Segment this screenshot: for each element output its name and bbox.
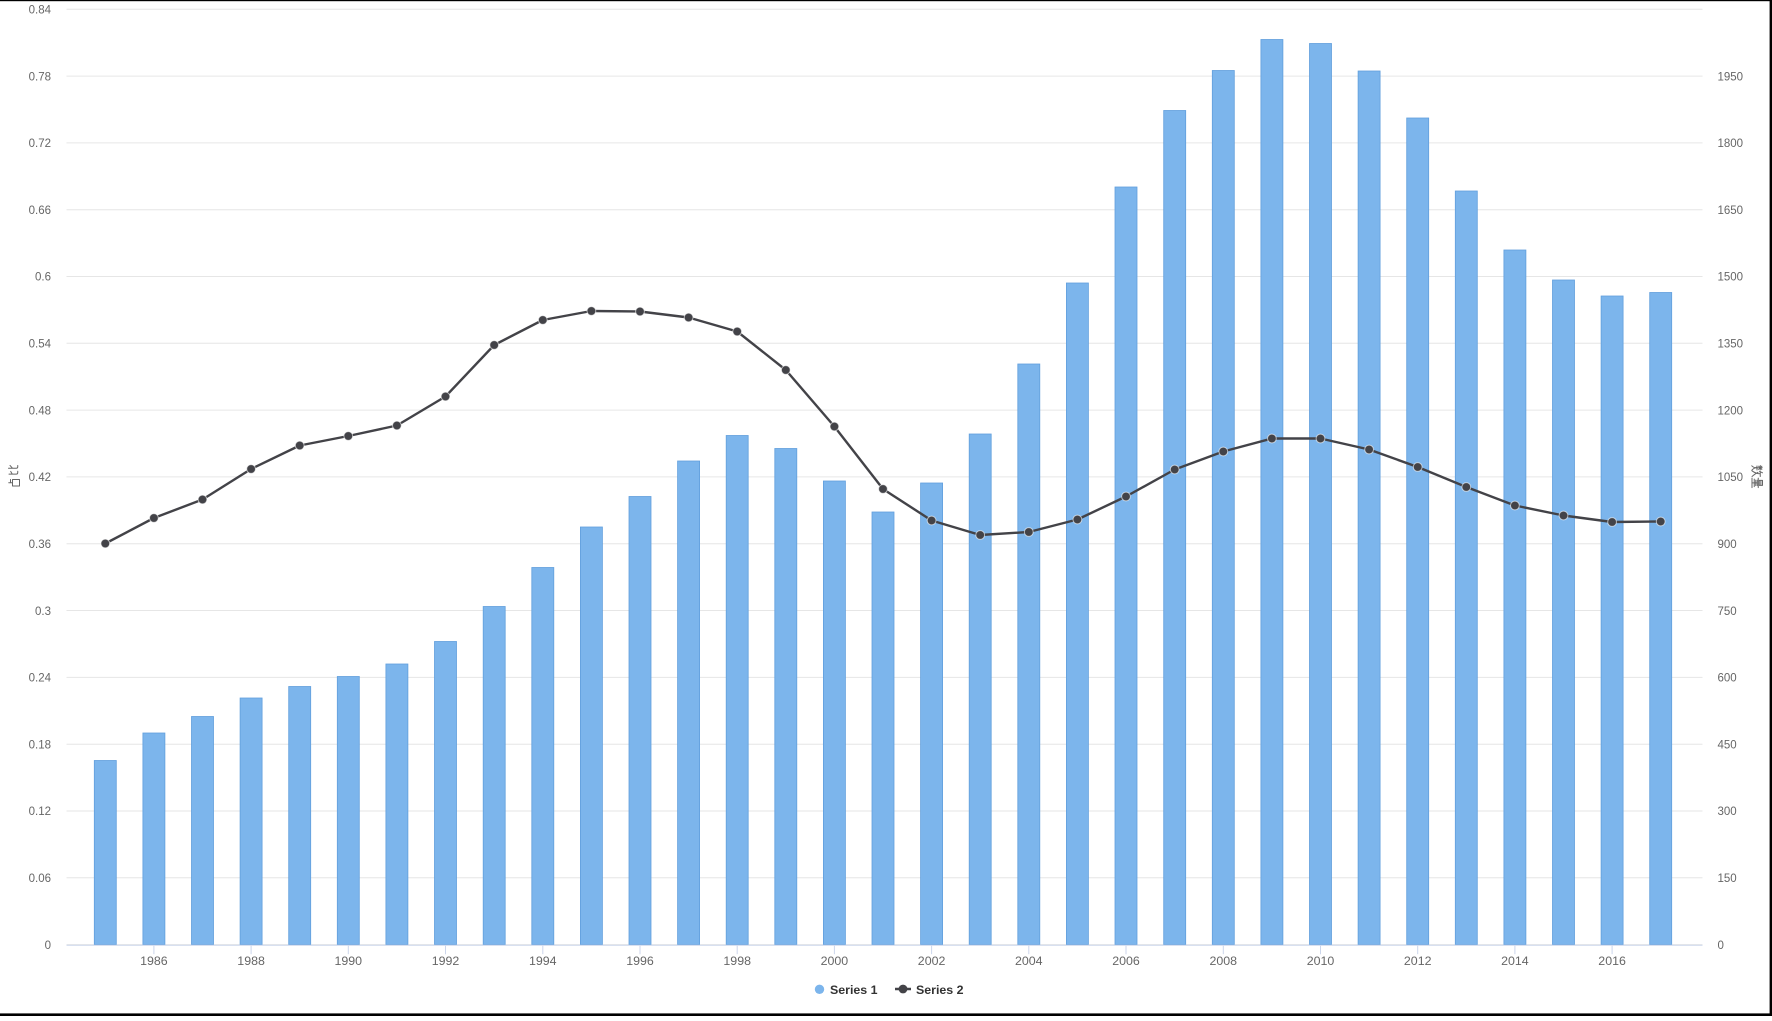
svg-text:0.18: 0.18 (29, 739, 51, 751)
svg-text:1050: 1050 (1718, 472, 1744, 484)
svg-text:2014: 2014 (1501, 954, 1529, 968)
svg-text:2002: 2002 (918, 954, 946, 968)
svg-text:0.78: 0.78 (29, 71, 51, 83)
svg-text:0.3: 0.3 (35, 606, 51, 618)
svg-text:0.66: 0.66 (29, 205, 51, 217)
svg-text:2008: 2008 (1210, 954, 1238, 968)
svg-text:150: 150 (1718, 873, 1737, 885)
svg-text:0.54: 0.54 (29, 339, 52, 351)
svg-text:1650: 1650 (1718, 205, 1744, 217)
svg-text:1992: 1992 (432, 954, 460, 968)
svg-text:0.36: 0.36 (29, 539, 51, 551)
svg-text:2000: 2000 (821, 954, 849, 968)
svg-text:1200: 1200 (1718, 405, 1744, 417)
svg-text:900: 900 (1718, 539, 1737, 551)
svg-text:1800: 1800 (1718, 138, 1744, 150)
svg-text:1994: 1994 (529, 954, 557, 968)
svg-text:Series 1: Series 1 (830, 983, 878, 997)
svg-text:0.48: 0.48 (29, 405, 51, 417)
svg-text:0.72: 0.72 (29, 138, 51, 150)
svg-text:0.42: 0.42 (29, 472, 51, 484)
svg-text:1990: 1990 (335, 954, 363, 968)
svg-text:300: 300 (1718, 806, 1737, 818)
svg-text:0.6: 0.6 (35, 272, 51, 284)
svg-text:0: 0 (1718, 940, 1724, 952)
svg-text:750: 750 (1718, 606, 1737, 618)
svg-text:450: 450 (1718, 739, 1737, 751)
svg-text:2006: 2006 (1112, 954, 1140, 968)
svg-text:Series 2: Series 2 (916, 983, 964, 997)
svg-text:0.24: 0.24 (29, 673, 52, 685)
svg-text:0.84: 0.84 (29, 5, 52, 17)
svg-text:2016: 2016 (1598, 954, 1626, 968)
svg-text:0.12: 0.12 (29, 806, 51, 818)
svg-text:1950: 1950 (1718, 71, 1744, 83)
svg-text:0: 0 (45, 940, 51, 952)
svg-text:2004: 2004 (1015, 954, 1043, 968)
svg-text:1500: 1500 (1718, 272, 1744, 284)
svg-text:1986: 1986 (140, 954, 168, 968)
svg-text:1350: 1350 (1718, 339, 1744, 351)
svg-text:2012: 2012 (1404, 954, 1432, 968)
svg-text:1996: 1996 (626, 954, 654, 968)
svg-text:1988: 1988 (237, 954, 265, 968)
svg-text:600: 600 (1718, 673, 1737, 685)
svg-text:2010: 2010 (1307, 954, 1335, 968)
svg-text:1998: 1998 (723, 954, 751, 968)
svg-text:0.06: 0.06 (29, 873, 51, 885)
